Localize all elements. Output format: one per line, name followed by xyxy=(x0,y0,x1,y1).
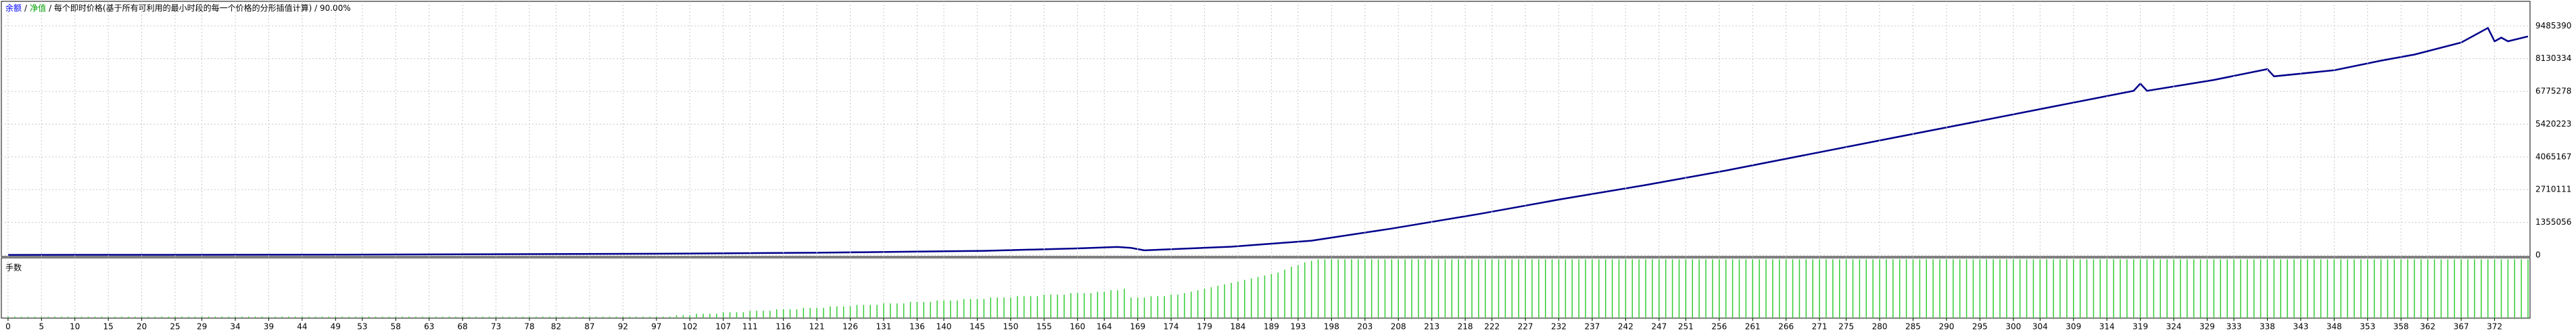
x-tick-label: 78 xyxy=(524,322,534,332)
x-tick-label: 5 xyxy=(39,322,44,332)
x-tick-label: 164 xyxy=(1097,322,1112,332)
x-tick-label: 193 xyxy=(1290,322,1306,332)
x-tick-label: 174 xyxy=(1164,322,1179,332)
x-tick-label: 266 xyxy=(1778,322,1794,332)
x-tick-label: 251 xyxy=(1678,322,1694,332)
x-tick-label: 353 xyxy=(2360,322,2375,332)
x-tick-label: 295 xyxy=(1972,322,1988,332)
x-tick-label: 63 xyxy=(424,322,434,332)
x-tick-label: 333 xyxy=(2226,322,2242,332)
x-tick-label: 49 xyxy=(331,322,341,332)
x-tick-label: 44 xyxy=(297,322,307,332)
x-tick-label: 261 xyxy=(1745,322,1761,332)
x-tick-label: 25 xyxy=(170,322,180,332)
y-tick-label: 8130334 xyxy=(2535,53,2571,63)
x-tick-label: 348 xyxy=(2327,322,2342,332)
x-tick-label: 68 xyxy=(458,322,468,332)
x-tick-label: 73 xyxy=(491,322,501,332)
x-tick-label: 58 xyxy=(391,322,401,332)
legend-item: 净值 xyxy=(30,3,46,13)
y-tick-label: 4065167 xyxy=(2535,152,2571,161)
x-tick-label: 15 xyxy=(103,322,114,332)
x-tick-label: 145 xyxy=(970,322,985,332)
x-tick-label: 314 xyxy=(2099,322,2115,332)
x-tick-label: 29 xyxy=(197,322,207,332)
x-tick-label: 242 xyxy=(1618,322,1633,332)
x-tick-label: 198 xyxy=(1324,322,1339,332)
x-tick-label: 107 xyxy=(715,322,731,332)
x-tick-label: 372 xyxy=(2487,322,2502,332)
bottom-panel xyxy=(1,257,2531,319)
x-tick-label: 271 xyxy=(1812,322,1828,332)
x-tick-label: 280 xyxy=(1872,322,1888,332)
x-tick-label: 136 xyxy=(909,322,925,332)
x-tick-label: 290 xyxy=(1938,322,1954,332)
x-tick-label: 329 xyxy=(2199,322,2215,332)
x-tick-label: 140 xyxy=(936,322,952,332)
x-tick-label: 0 xyxy=(5,322,11,332)
x-tick-label: 222 xyxy=(1484,322,1500,332)
x-tick-label: 285 xyxy=(1905,322,1921,332)
x-tick-label: 367 xyxy=(2454,322,2469,332)
x-tick-label: 304 xyxy=(2032,322,2048,332)
legend-item: / xyxy=(24,3,28,13)
x-tick-label: 362 xyxy=(2420,322,2435,332)
y-tick-label: 0 xyxy=(2535,250,2541,260)
x-tick-label: 232 xyxy=(1551,322,1567,332)
x-tick-label: 275 xyxy=(1838,322,1854,332)
x-tick-label: 218 xyxy=(1458,322,1473,332)
x-tick-label: 184 xyxy=(1231,322,1246,332)
x-tick-label: 10 xyxy=(70,322,80,332)
x-tick-label: 116 xyxy=(776,322,791,332)
x-tick-label: 34 xyxy=(230,322,240,332)
x-tick-label: 213 xyxy=(1424,322,1439,332)
x-tick-label: 179 xyxy=(1197,322,1212,332)
x-tick-label: 358 xyxy=(2393,322,2409,332)
y-tick-label: 5420223 xyxy=(2535,119,2571,129)
x-tick-label: 102 xyxy=(682,322,698,332)
legend: 余额 / 净值 / 每个即时价格(基于所有可利用的最小时段的每一个价格的分形插值计算)… xyxy=(5,3,351,13)
x-tick-label: 121 xyxy=(809,322,825,332)
x-tick-label: 300 xyxy=(2005,322,2021,332)
x-tick-label: 131 xyxy=(876,322,892,332)
x-tick-label: 39 xyxy=(264,322,274,332)
legend-item: 余额 xyxy=(5,3,22,13)
x-tick-label: 324 xyxy=(2166,322,2182,332)
x-tick-label: 53 xyxy=(357,322,367,332)
x-tick-label: 189 xyxy=(1264,322,1279,332)
x-tick-label: 155 xyxy=(1036,322,1052,332)
balance-line xyxy=(7,26,2529,256)
x-tick-label: 126 xyxy=(842,322,858,332)
x-tick-label: 338 xyxy=(2260,322,2275,332)
x-tick-label: 319 xyxy=(2132,322,2148,332)
x-tick-label: 150 xyxy=(1003,322,1018,332)
panel-title: 手数 xyxy=(5,263,22,273)
x-tick-label: 256 xyxy=(1711,322,1727,332)
x-tick-label: 82 xyxy=(551,322,561,332)
x-tick-label: 169 xyxy=(1130,322,1145,332)
x-tick-label: 309 xyxy=(2066,322,2081,332)
x-tick-label: 97 xyxy=(651,322,661,332)
x-tick-label: 343 xyxy=(2293,322,2308,332)
y-tick-label: 6775278 xyxy=(2535,87,2571,96)
x-tick-label: 111 xyxy=(742,322,758,332)
x-tick-label: 247 xyxy=(1651,322,1667,332)
y-tick-label: 2710111 xyxy=(2535,185,2571,194)
x-tick-label: 160 xyxy=(1070,322,1085,332)
x-tick-label: 208 xyxy=(1391,322,1406,332)
legend-item: / 每个即时价格(基于所有可利用的最小时段的每一个价格的分形插值计算) / 90… xyxy=(49,3,351,13)
x-tick-label: 87 xyxy=(584,322,594,332)
x-tick-label: 203 xyxy=(1357,322,1373,332)
y-tick-label: 9485390 xyxy=(2535,21,2571,30)
x-tick-label: 237 xyxy=(1584,322,1600,332)
x-tick-label: 227 xyxy=(1518,322,1533,332)
x-tick-label: 20 xyxy=(137,322,147,332)
x-tick-label: 92 xyxy=(618,322,628,332)
top-panel xyxy=(1,1,2531,257)
y-tick-label: 1355056 xyxy=(2535,217,2571,227)
